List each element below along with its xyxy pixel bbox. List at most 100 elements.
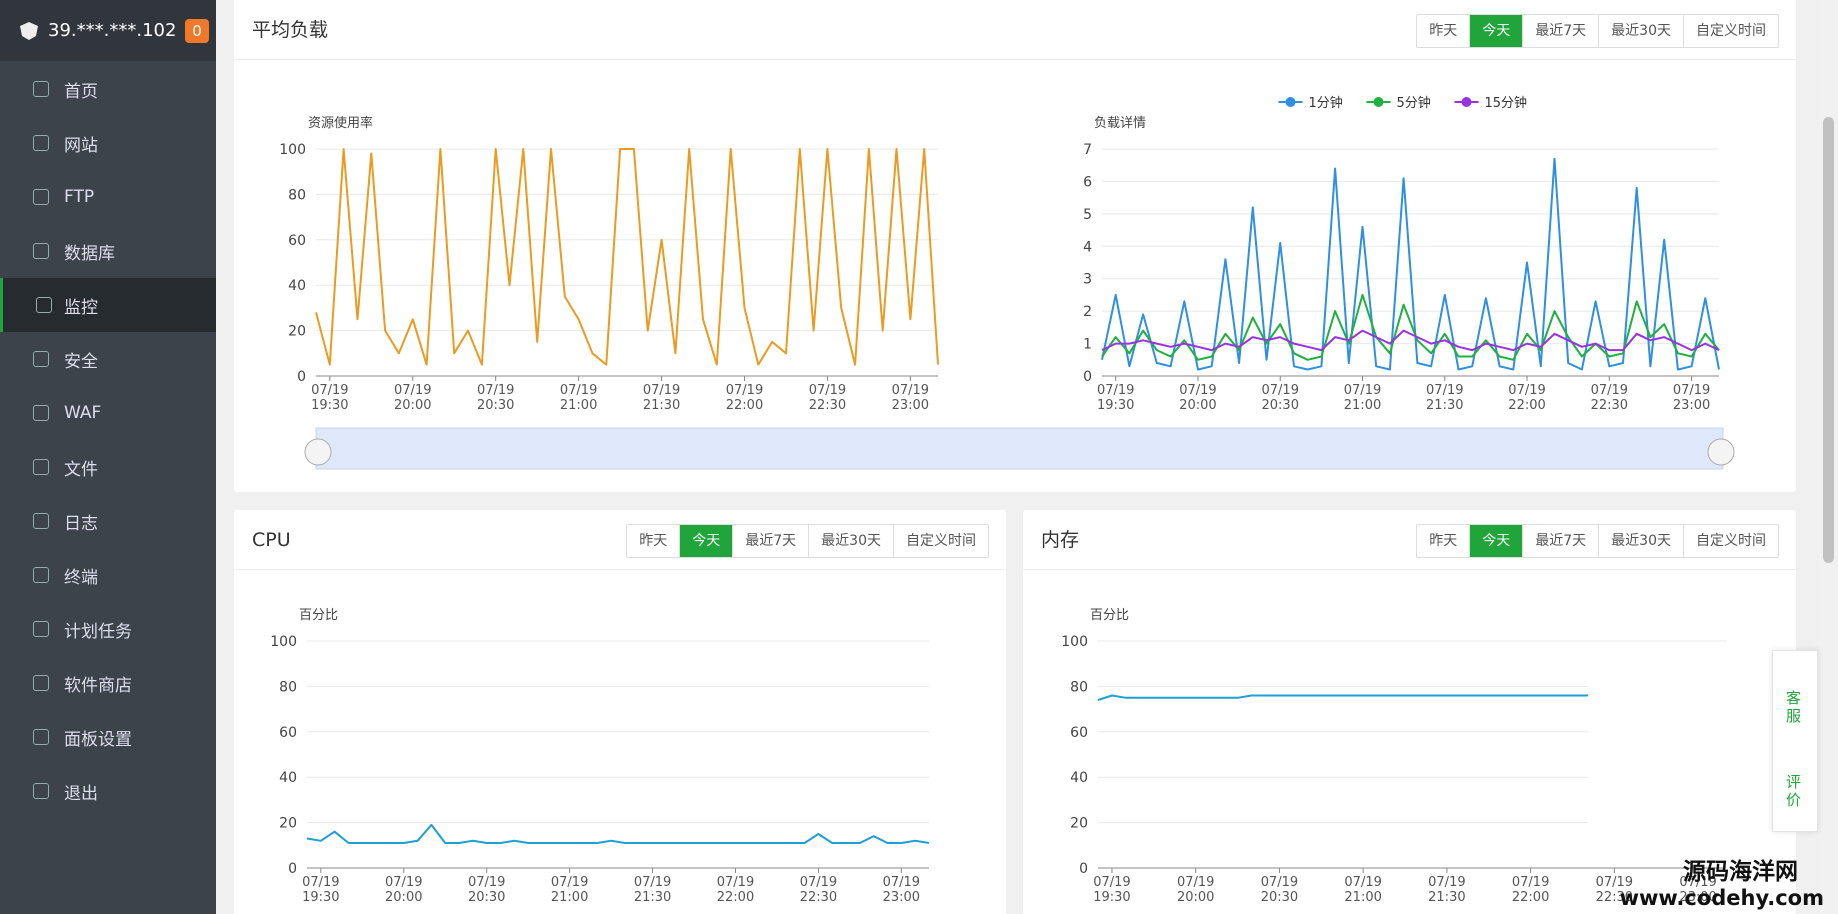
menu-icon — [33, 567, 49, 583]
menu-icon — [33, 459, 49, 475]
panel-header: CPU 昨天 今天 最近7天 最近30天 自定义时间 — [234, 510, 1006, 570]
x-tick-label: 07/19 20:00 — [394, 383, 432, 413]
x-tick-label: 07/19 21:00 — [550, 875, 589, 905]
x-tick-label: 07/19 22:00 — [725, 383, 764, 413]
x-tick-label: 07/19 19:30 — [302, 875, 340, 905]
menu-icon — [33, 513, 49, 529]
watermark-url: www.codehy.com — [1619, 886, 1824, 910]
range-button[interactable]: 自定义时间 — [1683, 15, 1778, 47]
service-button[interactable]: 客服 — [1786, 689, 1802, 725]
menu-item[interactable]: 软件商店 — [0, 656, 216, 710]
x-tick-label: 07/19 21:30 — [642, 383, 681, 413]
menu-item[interactable]: 数据库 — [0, 224, 216, 278]
range-button[interactable]: 今天 — [679, 525, 733, 557]
button-group: 昨天 今天 最近7天 最近30天 自定义时间 — [1416, 524, 1779, 558]
x-tick-label: 07/19 19:30 — [1096, 383, 1135, 413]
range-button[interactable]: 自定义时间 — [893, 525, 988, 557]
x-tick-label: 07/19 22:30 — [808, 383, 847, 413]
x-tick-label: 07/19 23:00 — [1672, 383, 1711, 413]
panel-title: CPU — [252, 529, 291, 551]
menu-item[interactable]: 面板设置 — [0, 710, 216, 764]
range-button[interactable]: 最近7天 — [732, 525, 808, 557]
menu-icon — [33, 351, 49, 367]
menu-item[interactable]: 终端 — [0, 548, 216, 602]
x-tick-label: 07/19 22:30 — [1590, 383, 1629, 413]
logo-icon — [20, 21, 38, 40]
x-tick-label: 07/19 20:00 — [1176, 875, 1215, 905]
menu-item[interactable]: 首页 — [0, 62, 216, 116]
x-tick-label: 07/19 19:30 — [311, 383, 349, 413]
x-tick-label: 07/19 22:00 — [1511, 875, 1550, 905]
x-tick-label: 07/19 21:00 — [1343, 383, 1382, 413]
menu-icon — [33, 405, 49, 421]
x-tick-label: 07/19 20:30 — [1260, 875, 1299, 905]
menu-item[interactable]: 计划任务 — [0, 602, 216, 656]
menu-icon — [33, 783, 49, 799]
watermark: 源码海洋网 www.codehy.com — [1620, 858, 1824, 910]
menu-item[interactable]: 安全 — [0, 332, 216, 386]
button-group: 昨天 今天 最近7天 最近30天 自定义时间 — [626, 524, 989, 558]
server-ip: 39.***.***.102 — [48, 20, 177, 41]
review-button[interactable]: 评价 — [1786, 773, 1802, 809]
range-button[interactable]: 最近7天 — [1522, 15, 1598, 47]
x-tick-label: 07/19 22:30 — [799, 875, 838, 905]
x-tick-label: 07/19 21:00 — [559, 383, 598, 413]
badge: 0 — [185, 19, 209, 43]
menu-item[interactable]: 日志 — [0, 494, 216, 548]
range-button[interactable]: 最近7天 — [1522, 525, 1598, 557]
x-tick-label: 07/19 21:30 — [1428, 875, 1466, 905]
menu-icon — [33, 135, 49, 151]
menu-icon — [33, 189, 49, 205]
menu-icon — [33, 81, 49, 97]
x-tick-label: 07/19 21:00 — [1344, 875, 1382, 905]
x-tick-label: 07/19 22:00 — [1508, 383, 1546, 413]
range-button[interactable]: 昨天 — [1429, 23, 1458, 39]
menu-icon — [33, 243, 49, 259]
menu-item[interactable]: 监控 — [0, 278, 216, 332]
sidebar-header: 39.***.***.102 0 — [0, 0, 216, 61]
x-tick-label: 07/19 23:00 — [1679, 875, 1717, 905]
menu-item[interactable]: 文件 — [0, 440, 216, 494]
x-tick-label: 07/19 19:30 — [1093, 875, 1131, 905]
range-button[interactable]: 最近30天 — [1598, 15, 1683, 47]
x-tick-label: 07/19 20:00 — [1179, 383, 1217, 413]
range-button[interactable]: 最近30天 — [808, 525, 893, 557]
panel-title: 内存 — [1041, 529, 1080, 551]
panel-title: 平均负载 — [252, 19, 329, 41]
range-button[interactable]: 今天 — [1469, 525, 1523, 557]
button-group: 昨天 今天 最近7天 最近30天 自定义时间 — [1416, 14, 1779, 48]
menu-icon — [33, 621, 49, 637]
x-tick-label: 07/19 23:00 — [882, 875, 921, 905]
menu-item[interactable]: WAF — [0, 386, 216, 440]
panel: 平均负载 昨天 今天 最近7天 最近30天 自定义时间 — [234, 0, 1796, 492]
panel-header: 内存 昨天 今天 最近7天 最近30天 自定义时间 — [1023, 510, 1796, 570]
panel: CPU 昨天 今天 最近7天 最近30天 自定义时间 — [234, 510, 1006, 914]
x-tick-label: 07/19 20:30 — [467, 875, 506, 905]
range-button[interactable]: 自定义时间 — [1683, 525, 1778, 557]
scroll-thumb — [1823, 117, 1834, 563]
range-button[interactable]: 昨天 — [639, 533, 668, 549]
x-tick-label: 07/19 22:00 — [716, 875, 755, 905]
menu-icon — [33, 729, 49, 745]
x-tick-label: 07/19 20:30 — [476, 383, 515, 413]
service-widget: 客服 评价 — [1772, 650, 1818, 832]
x-tick-label: 07/19 22:30 — [1595, 875, 1634, 905]
panel: 内存 昨天 今天 最近7天 最近30天 自定义时间 — [1023, 510, 1796, 914]
range-button[interactable]: 今天 — [1469, 15, 1523, 47]
sidebar: 39.***.***.102 0 首页 网站 FTP 数据库 监控 安全 WAF 文件 日志 终端… — [0, 0, 216, 914]
watermark-name: 源码海洋网 — [1683, 859, 1798, 885]
menu-icon — [33, 675, 49, 691]
menu-item[interactable]: 网站 — [0, 116, 216, 170]
menu-item[interactable]: 退出 — [0, 764, 216, 818]
x-tick-label: 07/19 20:30 — [1261, 383, 1299, 413]
menu-icon — [36, 297, 52, 313]
x-tick-label: 07/19 21:30 — [1426, 383, 1464, 413]
range-button[interactable]: 最近30天 — [1598, 525, 1683, 557]
x-tick-label: 07/19 20:00 — [385, 875, 423, 905]
scrollbar — [1819, 0, 1838, 914]
range-button[interactable]: 昨天 — [1429, 533, 1458, 549]
panel-header: 平均负载 昨天 今天 最近7天 最近30天 自定义时间 — [234, 0, 1796, 60]
menu-item[interactable]: FTP — [0, 170, 216, 224]
x-tick-label: 07/19 23:00 — [891, 383, 930, 413]
